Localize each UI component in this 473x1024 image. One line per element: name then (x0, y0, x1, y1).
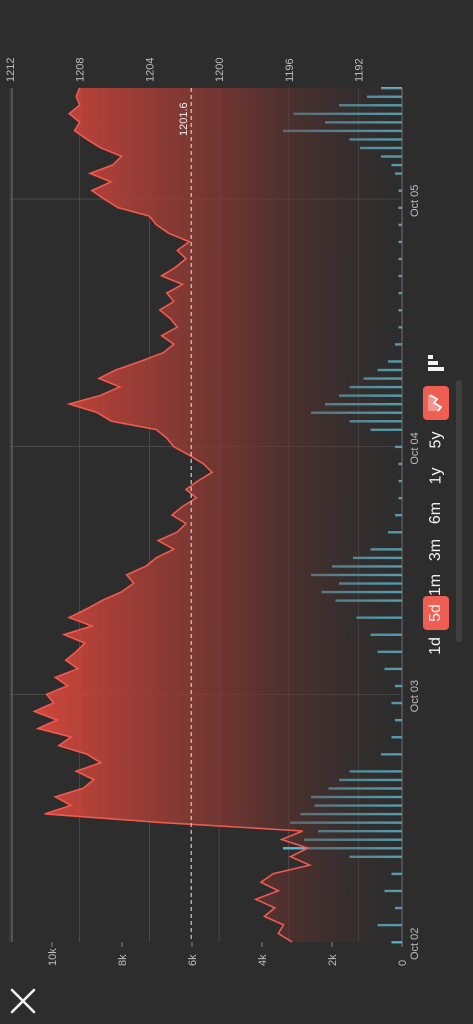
price-tick-label: 1200 (214, 58, 226, 82)
price-tick-label: 1208 (75, 58, 87, 82)
period-label: 6m (426, 501, 444, 525)
volume-tick-label: 2k (327, 954, 339, 966)
volume-tick-label: 6k (187, 954, 199, 966)
volume-tick-label: 10k (47, 948, 59, 966)
date-label: Oct 05 (409, 185, 421, 217)
period-label: 1m (426, 573, 444, 597)
volume-bar (391, 941, 402, 944)
date-label: Oct 03 (409, 680, 421, 712)
price-tick-label: 1204 (144, 58, 156, 82)
price-line (32, 87, 313, 943)
period-label: 5y (427, 431, 444, 449)
close-icon (10, 988, 36, 1014)
price-tick-label: 1212 (5, 58, 17, 82)
bar-signal-icon (428, 355, 444, 371)
period-label: 3m (426, 538, 444, 562)
period-selector: 5y 1y 6m 3m 1m 5d 1d (423, 393, 449, 663)
close-button[interactable] (6, 984, 40, 1018)
period-6m-button[interactable]: 6m (423, 496, 449, 530)
period-label: 1y (427, 467, 444, 485)
period-5d-button[interactable]: 5d (423, 596, 449, 630)
price-tick-label: 1196 (284, 58, 296, 82)
period-5y-button[interactable]: 5y (423, 423, 449, 457)
drag-handle[interactable] (456, 380, 462, 642)
last-price-label: 1201.6 (178, 102, 190, 136)
date-label: Oct 02 (409, 928, 421, 960)
period-label: 5d (426, 604, 444, 622)
chart-type-button[interactable] (423, 386, 449, 420)
volume-toggle-button[interactable] (423, 350, 449, 376)
volume-tick-label: 8k (117, 954, 129, 966)
area-chart-icon (428, 394, 443, 412)
date-label: Oct 04 (409, 432, 421, 464)
volume-tick-label: 4k (257, 954, 269, 966)
price-area (32, 87, 403, 943)
period-3m-button[interactable]: 3m (423, 533, 449, 567)
price-area-fill (34, 88, 403, 942)
price-tick-label: 1192 (353, 58, 365, 82)
period-1d-button[interactable]: 1d (423, 629, 449, 663)
period-label: 1d (426, 637, 444, 655)
volume-tick-label: 0 (397, 960, 409, 966)
period-1y-button[interactable]: 1y (423, 459, 449, 493)
